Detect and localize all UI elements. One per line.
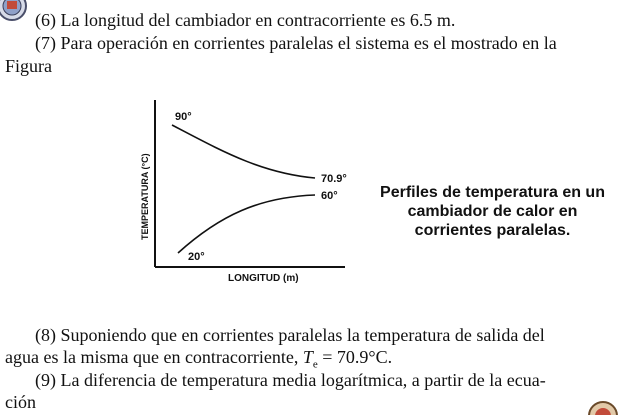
- paragraph-6: (6) La longitud del cambiador en contrac…: [35, 10, 456, 30]
- paragraph-9-line-1: (9) La diferencia de temperatura media l…: [35, 370, 546, 390]
- paragraph-7-line-2: Figura: [5, 56, 52, 76]
- figure-caption: Perfiles de temperatura en un cambiador …: [380, 184, 605, 239]
- label-20: 20°: [188, 251, 205, 263]
- y-axis-label: TEMPERATURA (°C): [140, 153, 150, 240]
- temperature-symbol: T: [302, 347, 313, 367]
- paragraph-8-line-2: agua es la misma que en contracorriente,…: [5, 346, 392, 376]
- paragraph-8-line-1: (8) Suponiendo que en corrientes paralel…: [35, 325, 545, 345]
- temperature-subscript: e: [312, 358, 318, 371]
- cold-fluid-curve: [177, 194, 316, 254]
- label-70-9: 70.9°: [321, 173, 347, 185]
- seal-logo-icon: [0, 0, 27, 21]
- paragraph-8-text-post: = 70.9°C.: [317, 347, 393, 367]
- paragraph-8-text-pre: agua es la misma que en contracorriente,: [5, 347, 303, 367]
- x-axis-label: LONGITUD (m): [228, 273, 299, 284]
- hot-fluid-curve: [171, 124, 316, 179]
- paragraph-9-line-2: ción: [5, 392, 36, 412]
- label-90: 90°: [175, 111, 192, 123]
- label-60: 60°: [321, 190, 338, 202]
- seal-logo-icon-bottom: [588, 401, 618, 415]
- paragraph-7-line-1: (7) Para operación en corrientes paralel…: [35, 33, 557, 53]
- temperature-profile-figure: 90° 70.9° 60° 20° LONGITUD (m) TEMPERATU…: [140, 100, 347, 284]
